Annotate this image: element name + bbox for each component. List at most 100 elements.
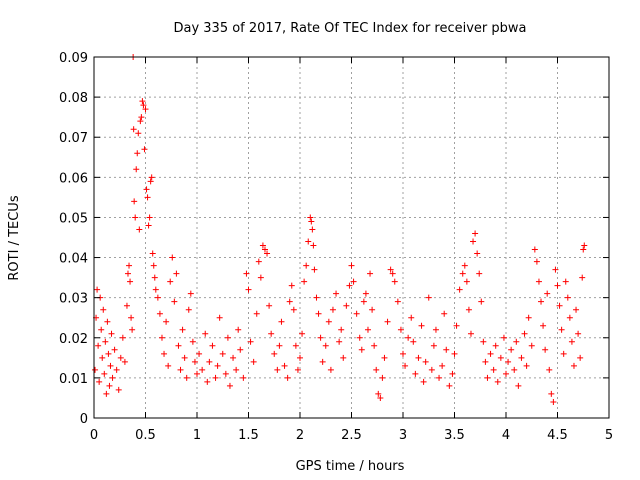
data-point (400, 350, 406, 357)
data-point (418, 322, 425, 329)
data-point (191, 358, 198, 365)
data-point (294, 366, 301, 373)
data-point (568, 338, 575, 345)
data-point (446, 382, 453, 389)
data-point (453, 322, 460, 329)
data-point (402, 362, 409, 369)
plot-frame (93, 56, 610, 419)
data-point (387, 266, 394, 273)
data-point (315, 310, 322, 317)
data-point (115, 386, 122, 393)
data-point (456, 286, 463, 293)
data-point (441, 310, 448, 317)
data-point (138, 114, 145, 121)
data-point (333, 290, 340, 297)
data-point (371, 342, 378, 349)
data-point (209, 342, 216, 349)
data-point (478, 298, 485, 305)
data-point (103, 390, 110, 397)
data-point (230, 354, 237, 361)
data-point (560, 350, 567, 357)
data-point (253, 310, 260, 317)
data-point (327, 366, 334, 373)
data-point (301, 278, 308, 285)
data-point (169, 254, 176, 261)
data-point (173, 270, 180, 277)
data-point (187, 290, 194, 297)
data-point (281, 362, 288, 369)
data-point (340, 354, 347, 361)
data-point (428, 366, 435, 373)
data-point (216, 314, 223, 321)
y-tick-label: 0.07 (59, 131, 88, 146)
data-point (556, 302, 563, 309)
data-point (268, 330, 275, 337)
data-point (222, 370, 229, 377)
data-point (362, 290, 369, 297)
data-point (579, 274, 586, 281)
data-point (377, 394, 384, 401)
data-point (310, 242, 317, 249)
data-point (405, 334, 412, 341)
data-point (250, 358, 257, 365)
data-point (394, 298, 401, 305)
data-point (436, 374, 443, 381)
data-point (245, 286, 252, 293)
data-point (163, 318, 170, 325)
data-point (240, 374, 247, 381)
data-point (322, 342, 329, 349)
data-point (179, 326, 186, 333)
data-point (325, 318, 332, 325)
x-tick-label: 1.5 (238, 428, 259, 443)
data-point (451, 350, 458, 357)
data-point (235, 326, 242, 333)
data-point (189, 338, 196, 345)
y-tick-label: 0.04 (59, 252, 88, 267)
data-point (95, 342, 102, 349)
data-point (151, 274, 158, 281)
y-axis-label: ROTI / TECUs (7, 195, 22, 280)
data-point (381, 354, 388, 361)
data-point (99, 354, 106, 361)
data-point (290, 306, 297, 313)
data-point (194, 370, 200, 377)
data-point (226, 382, 233, 389)
data-point (420, 378, 427, 385)
data-point (202, 330, 209, 337)
data-point (531, 246, 538, 253)
x-tick-label: 4 (502, 428, 510, 443)
data-point (573, 306, 580, 313)
data-point (346, 282, 353, 289)
data-point (185, 306, 192, 313)
data-point (459, 270, 466, 277)
data-point (373, 366, 380, 373)
data-point (472, 230, 479, 237)
data-point (259, 242, 266, 249)
data-point (131, 198, 138, 205)
data-point (143, 186, 150, 193)
data-point (224, 334, 231, 341)
x-tick-label: 2 (296, 428, 304, 443)
data-point (117, 354, 124, 361)
data-point (497, 354, 504, 361)
data-point (523, 362, 530, 369)
data-point (105, 350, 112, 357)
data-point (482, 358, 489, 365)
data-point (470, 238, 477, 245)
x-tick-label: 0 (90, 428, 98, 443)
data-point (255, 258, 262, 265)
grid-lines (94, 57, 609, 418)
data-point (369, 306, 376, 313)
data-point (212, 374, 219, 381)
data-point (214, 362, 221, 369)
y-tick-label: 0.06 (59, 171, 88, 186)
data-point (350, 278, 357, 285)
data-point (113, 366, 120, 373)
data-point (148, 174, 155, 181)
data-point (161, 350, 168, 357)
data-point (243, 270, 250, 277)
data-point (521, 330, 528, 337)
data-points (92, 54, 588, 405)
